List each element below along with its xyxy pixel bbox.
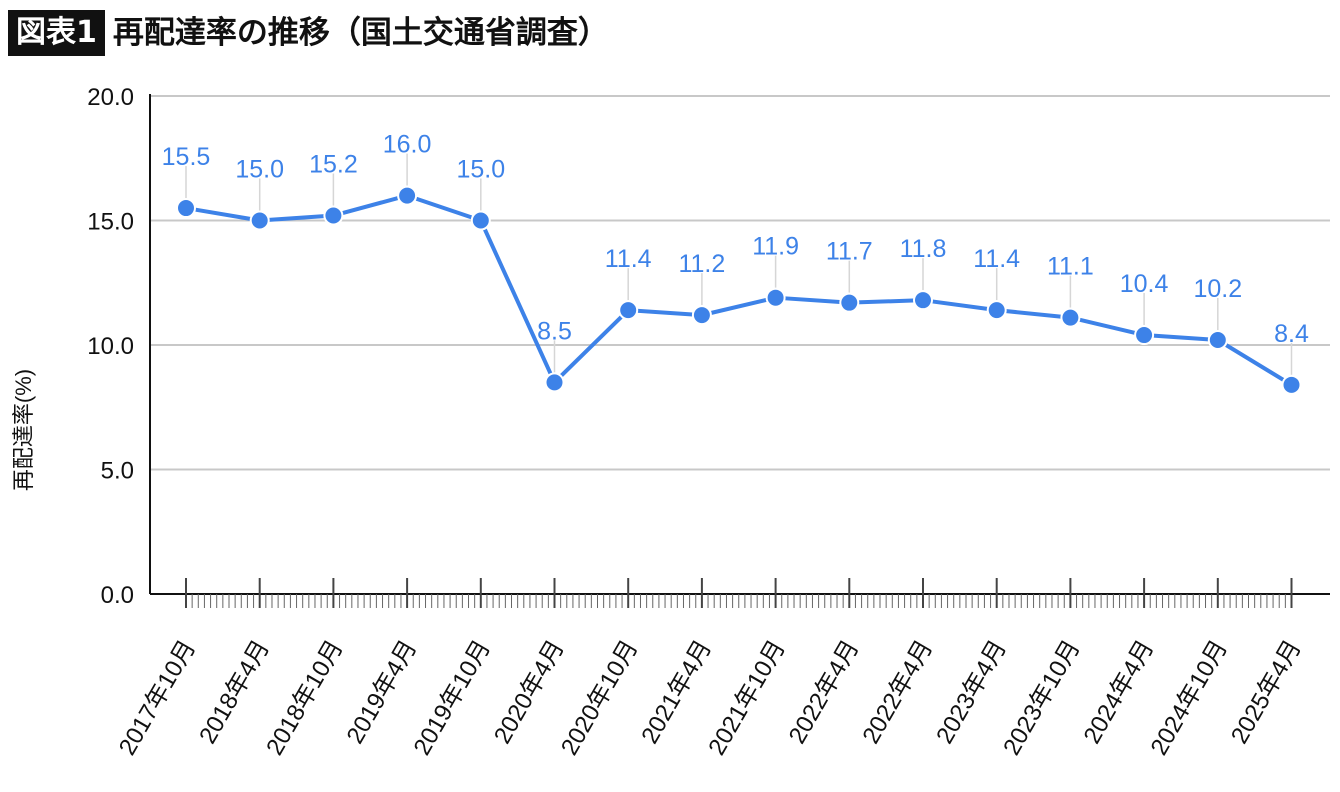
data-point xyxy=(986,300,1007,321)
data-point xyxy=(544,372,565,393)
x-tick-label: 2024年4月 xyxy=(1079,636,1160,749)
data-point xyxy=(913,290,933,311)
data-point xyxy=(323,205,344,226)
x-tick-label: 2023年10月 xyxy=(998,636,1085,760)
data-label: 10.4 xyxy=(1120,270,1169,298)
x-tick-label: 2022年4月 xyxy=(784,636,865,749)
data-label: 11.8 xyxy=(900,235,947,263)
y-tick-label: 20.0 xyxy=(87,84,134,111)
x-tick-label: 2017年10月 xyxy=(114,636,201,760)
data-point xyxy=(176,198,196,219)
data-label: 11.4 xyxy=(605,245,652,273)
figure-header: 図表1 再配達率の推移（国土交通省調査） xyxy=(8,8,609,58)
data-point xyxy=(691,305,712,326)
data-label: 10.2 xyxy=(1193,275,1242,303)
data-label: 15.5 xyxy=(162,143,211,171)
data-point xyxy=(1207,330,1228,351)
data-point xyxy=(470,210,491,231)
figure-badge: 図表1 xyxy=(8,10,105,56)
data-point xyxy=(1134,325,1155,346)
data-label: 16.0 xyxy=(383,131,432,159)
x-tick-label: 2019年4月 xyxy=(342,636,423,749)
data-point xyxy=(765,287,786,308)
data-label: 15.0 xyxy=(456,156,505,184)
data-point xyxy=(397,185,418,206)
x-tick-label: 2023年4月 xyxy=(931,636,1012,749)
x-tick-label: 2020年10月 xyxy=(556,636,643,760)
y-tick-label: 0.0 xyxy=(101,582,134,609)
data-point xyxy=(1060,307,1081,328)
x-tick-label: 2020年4月 xyxy=(489,636,570,749)
data-label: 11.2 xyxy=(678,250,725,278)
data-point xyxy=(839,292,860,313)
data-label: 11.7 xyxy=(826,238,873,266)
figure-title: 再配達率の推移（国土交通省調査） xyxy=(112,15,609,51)
x-tick-label: 2021年10月 xyxy=(703,636,790,760)
y-tick-label: 10.0 xyxy=(87,333,134,360)
data-label: 11.4 xyxy=(973,245,1020,273)
data-label: 8.4 xyxy=(1274,320,1309,348)
data-label: 11.1 xyxy=(1047,253,1094,281)
x-tick-label: 2021年4月 xyxy=(636,636,717,749)
data-point xyxy=(249,210,270,231)
x-tick-label: 2018年4月 xyxy=(194,636,275,749)
series-line xyxy=(185,193,1293,387)
y-axis-title: 再配達率(%) xyxy=(11,369,36,491)
x-tick-label: 2024年10月 xyxy=(1146,636,1233,760)
x-tick-label: 2022年4月 xyxy=(857,636,938,749)
data-label: 11.9 xyxy=(752,233,799,261)
data-point xyxy=(618,300,639,321)
y-tick-label: 5.0 xyxy=(101,458,134,485)
data-label: 8.5 xyxy=(537,317,572,345)
data-label: 15.0 xyxy=(235,156,284,184)
x-tick-label: 2025年4月 xyxy=(1226,636,1307,749)
y-tick-label: 15.0 xyxy=(87,209,134,236)
data-label: 15.2 xyxy=(309,151,358,179)
x-tick-label: 2019年10月 xyxy=(409,636,496,760)
data-point xyxy=(1281,374,1302,395)
x-tick-label: 2018年10月 xyxy=(261,636,348,760)
